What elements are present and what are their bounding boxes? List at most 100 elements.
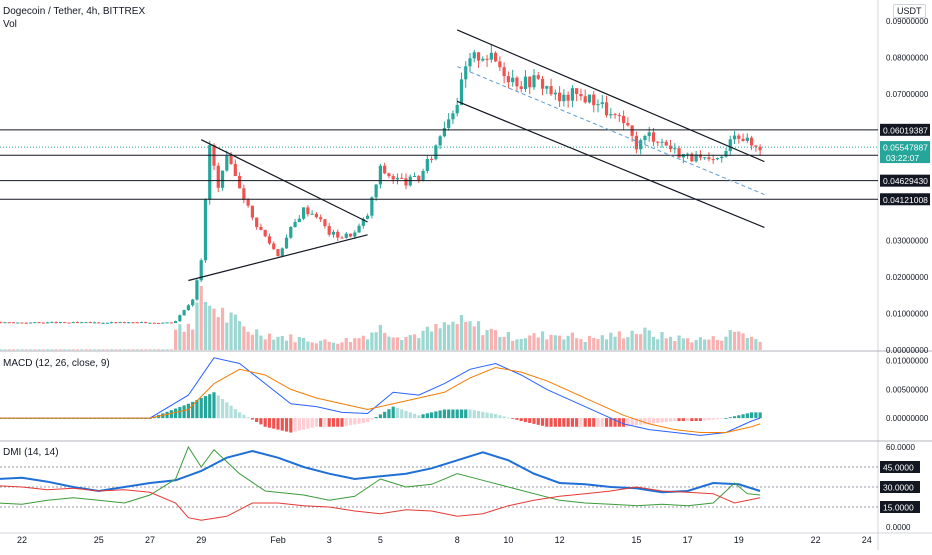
- macd-histogram-bar: [276, 418, 280, 430]
- last-price-label: 0.05547887: [883, 143, 928, 153]
- candle-body: [626, 123, 630, 126]
- candle-body: [127, 322, 131, 324]
- dmi-level-label: 45.0000: [883, 463, 914, 473]
- volume-bar: [408, 335, 412, 350]
- macd-histogram-bar: [319, 418, 323, 427]
- candle-body: [323, 219, 327, 227]
- price-tick-label: 0.02000000: [886, 273, 929, 282]
- candle-body: [105, 322, 109, 324]
- volume-bar: [374, 332, 378, 350]
- macd-histogram-bar: [686, 418, 690, 422]
- signal-line: [0, 366, 761, 433]
- volume-bar: [728, 330, 732, 350]
- candle-body: [472, 52, 476, 59]
- volume-bar: [656, 339, 660, 350]
- volume-bar: [519, 338, 523, 350]
- candle-body: [54, 322, 58, 324]
- time-tick-label: 19: [734, 535, 744, 545]
- volume-bar: [67, 349, 71, 351]
- macd-title: MACD (12, 26, close, 9): [3, 358, 110, 369]
- volume-bar: [464, 321, 468, 350]
- macd-histogram-bar: [250, 418, 254, 420]
- macd-histogram-bar: [643, 418, 647, 425]
- volume-bar: [344, 337, 348, 350]
- candle-body: [186, 305, 190, 311]
- volume-bar: [255, 329, 259, 350]
- candle-body: [92, 322, 97, 324]
- candle-body: [395, 177, 400, 180]
- candle-body: [75, 322, 80, 324]
- macd-histogram-bar: [575, 418, 579, 427]
- candle-body: [3, 322, 7, 324]
- macd-histogram-bar: [242, 414, 246, 419]
- candle-body: [511, 77, 515, 83]
- macd-histogram-bar: [374, 416, 378, 419]
- volume-bar: [472, 326, 476, 350]
- candle-body: [165, 322, 169, 324]
- macd-histogram-bar: [613, 418, 617, 427]
- time-tick-label: 10: [503, 535, 513, 545]
- volume-bar: [622, 338, 626, 350]
- candle-body: [455, 104, 459, 114]
- candle-body: [651, 132, 656, 142]
- macd-histogram-bar: [438, 410, 442, 419]
- macd-histogram-bar: [387, 409, 391, 419]
- volume-bar: [41, 349, 45, 351]
- macd-histogram-bar: [694, 418, 698, 422]
- level-price-label: 0.04629430: [883, 176, 928, 186]
- currency-badge[interactable]: USDT: [893, 4, 926, 18]
- macd-histogram-bar: [549, 418, 553, 427]
- volume-bar: [340, 342, 344, 350]
- volume-bar: [75, 349, 80, 351]
- candle-body: [284, 237, 289, 249]
- volume-bar: [660, 331, 664, 350]
- candle-body: [280, 248, 284, 257]
- macd-histogram-bar: [472, 410, 476, 419]
- time-tick-label: 25: [94, 535, 104, 545]
- candle-body: [587, 94, 592, 103]
- volume-bar: [750, 336, 754, 350]
- candle-body: [97, 322, 101, 324]
- macd-histogram-bar: [596, 418, 600, 427]
- candle-body: [741, 138, 745, 141]
- macd-histogram-bar: [434, 411, 438, 419]
- candle-body: [400, 177, 404, 179]
- volume-bar: [651, 337, 656, 350]
- dmi-level-label: 15.0000: [883, 503, 914, 513]
- volume-bar: [592, 337, 596, 350]
- volume-bar: [425, 326, 429, 350]
- macd-histogram-bar: [327, 418, 331, 427]
- volume-bar: [758, 341, 762, 350]
- macd-histogram-bar: [622, 418, 626, 427]
- level-price-label: 0.04121008: [883, 195, 928, 205]
- volume-bar: [494, 330, 498, 350]
- macd-histogram-bar: [732, 416, 737, 419]
- volume-bar: [20, 349, 24, 351]
- volume-bar: [643, 327, 647, 350]
- volume-bar: [225, 322, 229, 350]
- candle-body: [596, 104, 600, 106]
- macd-histogram-bar: [233, 409, 237, 419]
- macd-histogram-bar: [263, 418, 267, 427]
- volume-bar: [587, 335, 592, 350]
- candle-body: [694, 154, 698, 162]
- candle-body: [63, 322, 67, 324]
- macd-histogram-bar: [519, 418, 523, 422]
- macd-histogram-bar: [314, 418, 318, 427]
- candle-body: [711, 159, 715, 161]
- volume-bar: [319, 340, 323, 350]
- volume-bar: [327, 341, 331, 350]
- candle-body: [361, 218, 365, 226]
- macd-histogram-bar: [707, 418, 711, 421]
- candle-body: [7, 322, 11, 324]
- volume-bar: [80, 349, 84, 351]
- volume-bar: [502, 336, 506, 350]
- volume-bar: [741, 333, 745, 350]
- macd-histogram-bar: [293, 418, 297, 432]
- candle-body: [494, 52, 498, 62]
- macd-histogram-bar: [468, 409, 472, 419]
- volume-bar: [71, 349, 75, 351]
- macd-histogram-bar: [698, 418, 702, 422]
- macd-histogram-bar: [370, 418, 374, 420]
